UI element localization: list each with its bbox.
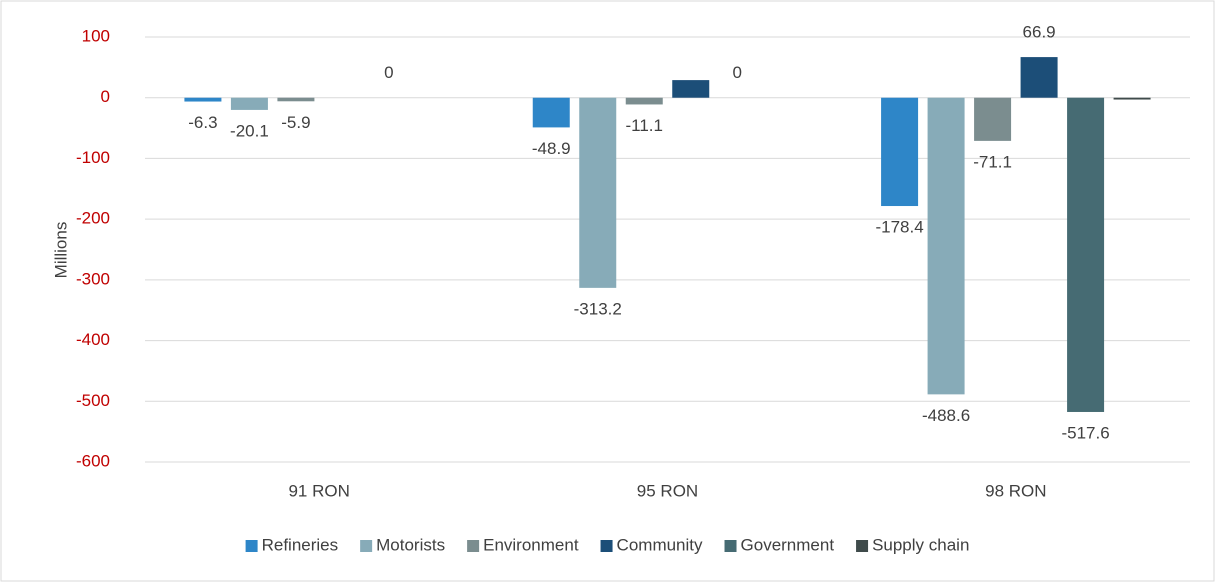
bar	[230, 97, 268, 110]
y-tick-label: 0	[101, 87, 110, 106]
bar	[1067, 97, 1105, 412]
legend-label: Supply chain	[872, 535, 969, 554]
data-label: -71.1	[973, 152, 1012, 171]
legend-swatch	[724, 540, 737, 552]
data-label: -178.4	[875, 218, 923, 237]
bar	[927, 97, 965, 395]
data-label: -5.9	[281, 113, 310, 132]
bar	[974, 97, 1012, 141]
legend-swatch	[856, 540, 869, 552]
y-tick-label: -500	[76, 391, 110, 410]
data-label: -313.2	[574, 299, 622, 318]
legend-label: Motorists	[376, 535, 445, 554]
legend-swatch	[467, 540, 480, 552]
legend-label: Government	[741, 535, 835, 554]
bar	[184, 97, 222, 102]
y-tick-label: -300	[76, 269, 110, 288]
y-tick-label: -400	[76, 330, 110, 349]
x-tick-label: 95 RON	[637, 481, 698, 500]
y-tick-label: -200	[76, 209, 110, 228]
y-tick-label: -600	[76, 451, 110, 470]
data-label: -517.6	[1061, 423, 1109, 442]
bar	[881, 97, 919, 207]
data-label: -48.9	[532, 139, 571, 158]
x-tick-label: 98 RON	[985, 481, 1046, 500]
legend-swatch	[600, 540, 613, 552]
data-label: 0	[733, 63, 742, 82]
bar	[532, 97, 570, 128]
legend-label: Environment	[483, 535, 579, 554]
bar	[672, 80, 710, 98]
bar	[1113, 97, 1151, 100]
y-tick-label: 100	[82, 26, 110, 45]
y-axis-title: Millions	[51, 222, 70, 279]
data-label: -11.1	[626, 116, 664, 135]
legend-label: Refineries	[262, 535, 339, 554]
y-tick-label: -100	[76, 148, 110, 167]
data-label: 0	[384, 63, 393, 82]
legend-swatch	[245, 540, 258, 552]
data-label: -6.3	[188, 113, 217, 132]
bar	[625, 97, 663, 105]
x-tick-label: 91 RON	[288, 481, 349, 500]
bar	[579, 97, 617, 288]
data-label: -20.1	[230, 121, 269, 140]
data-label: 66.9	[1023, 23, 1056, 42]
data-label: -488.6	[922, 406, 970, 425]
legend-label: Community	[617, 535, 703, 554]
bar	[1020, 57, 1058, 98]
legend-swatch	[360, 540, 373, 552]
bar	[277, 97, 315, 102]
